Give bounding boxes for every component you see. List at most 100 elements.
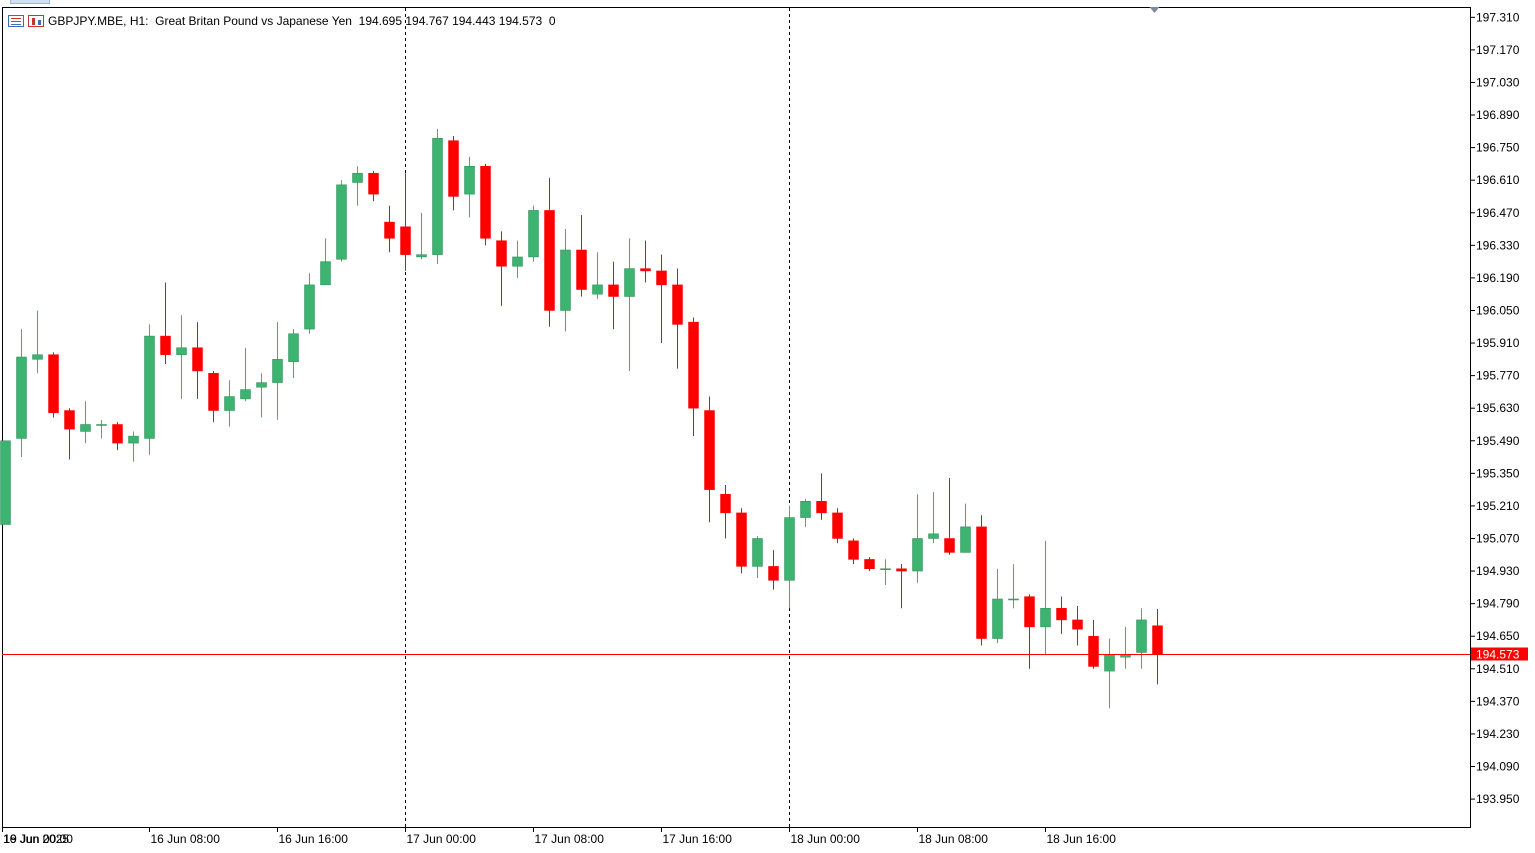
candle [704, 396, 715, 523]
timeframe-label: H1: [129, 14, 149, 28]
price-tick-label: 195.350 [1476, 466, 1520, 480]
candle-body [48, 354, 59, 414]
candle [336, 180, 347, 262]
candle-body [1072, 619, 1083, 630]
candle [512, 240, 523, 278]
time-tick-label: 17 Jun 08:00 [535, 832, 605, 846]
candle [384, 205, 395, 253]
candle [128, 431, 139, 462]
candle-body [464, 165, 475, 195]
chart-bars-icon[interactable] [28, 15, 44, 27]
candle [16, 329, 27, 458]
candle [736, 508, 747, 574]
candle-body [208, 373, 219, 411]
candle [1040, 540, 1051, 655]
candle-body [112, 424, 123, 444]
price-tick-label: 194.370 [1476, 694, 1520, 708]
candle [288, 329, 299, 378]
candle-body [368, 172, 379, 195]
time-tick-label: 16 Jun 08:00 [151, 832, 221, 846]
price-tick-label: 196.750 [1476, 141, 1520, 155]
candle [192, 322, 203, 399]
candle [176, 315, 187, 399]
candle-body [928, 533, 939, 539]
candle-body [528, 210, 539, 258]
candle-body [976, 526, 987, 639]
candle [272, 322, 283, 420]
candle [608, 261, 619, 330]
candle [224, 380, 235, 427]
candle-body [544, 210, 555, 311]
candle [672, 268, 683, 369]
candle-body [496, 240, 507, 267]
price-tick-label: 195.490 [1476, 434, 1520, 448]
candle-body [832, 512, 843, 539]
candle [1072, 605, 1083, 646]
candle-body [752, 538, 763, 567]
candle [256, 373, 267, 418]
price-tick-label: 195.630 [1476, 401, 1520, 415]
candle [688, 317, 699, 437]
candle-body [352, 172, 363, 183]
chart-tab[interactable] [10, 0, 50, 4]
candle [432, 128, 443, 264]
candle-body [960, 526, 971, 553]
candle-body [672, 284, 683, 325]
candle [400, 173, 411, 271]
time-tick-label: 16 Jun 2025 [3, 832, 69, 846]
candle-body [16, 356, 27, 439]
candle-body [576, 249, 587, 290]
plot-frame [2, 7, 1471, 828]
candle-body [736, 512, 747, 567]
price-tick-label: 194.230 [1476, 727, 1520, 741]
candle-body [1120, 654, 1131, 658]
candle-body [384, 221, 395, 239]
candle [880, 559, 891, 586]
candle-body [336, 184, 347, 260]
candle-body [32, 354, 43, 360]
symbol-label: GBPJPY.MBE [48, 14, 124, 28]
candle [144, 324, 155, 455]
price-tick-label: 194.650 [1476, 629, 1520, 643]
candle-body [656, 270, 667, 286]
time-axis[interactable]: 16 Jun 2025 16 Jun 08:00 16 Jun 16:00 17 Ju… [2, 827, 1117, 846]
candle [976, 515, 987, 646]
time-tick-label: 17 Jun 00:00 [407, 832, 477, 846]
candle [592, 252, 603, 299]
candle [352, 166, 363, 206]
candle [80, 401, 91, 444]
price-tick-label: 193.950 [1476, 792, 1520, 806]
candle-body [512, 256, 523, 267]
price-tick-label: 195.210 [1476, 499, 1520, 513]
candle [624, 238, 635, 371]
candle-body [432, 138, 443, 255]
candle-body [992, 598, 1003, 639]
current-price-label: 194.573 [1476, 648, 1520, 662]
candle [528, 205, 539, 262]
price-axis[interactable]: 197.310 197.170 197.030 196.890 196.750 196.6… [1470, 10, 1520, 806]
current-price-badge [1471, 647, 1528, 661]
time-tick-label: 18 Jun 08:00 [919, 832, 989, 846]
candle-body [64, 410, 75, 430]
candle [1136, 608, 1147, 669]
window-list-icon[interactable] [8, 15, 24, 27]
candle [1056, 596, 1067, 634]
candle-body [1008, 598, 1019, 601]
candle-body [288, 333, 299, 362]
candle [560, 229, 571, 332]
shift-marker-icon[interactable] [1149, 7, 1160, 13]
price-tick-label: 194.790 [1476, 597, 1520, 611]
candle [304, 273, 315, 334]
candle-body [912, 538, 923, 572]
candle [848, 538, 859, 565]
candle-body [688, 321, 699, 409]
price-tick-label: 196.190 [1476, 271, 1520, 285]
price-tick-label: 194.930 [1476, 564, 1520, 578]
candle [208, 370, 219, 423]
candle [864, 557, 875, 572]
candle-body [1056, 608, 1067, 621]
candle-body [176, 347, 187, 355]
candle [368, 170, 379, 202]
candle [0, 440, 11, 525]
